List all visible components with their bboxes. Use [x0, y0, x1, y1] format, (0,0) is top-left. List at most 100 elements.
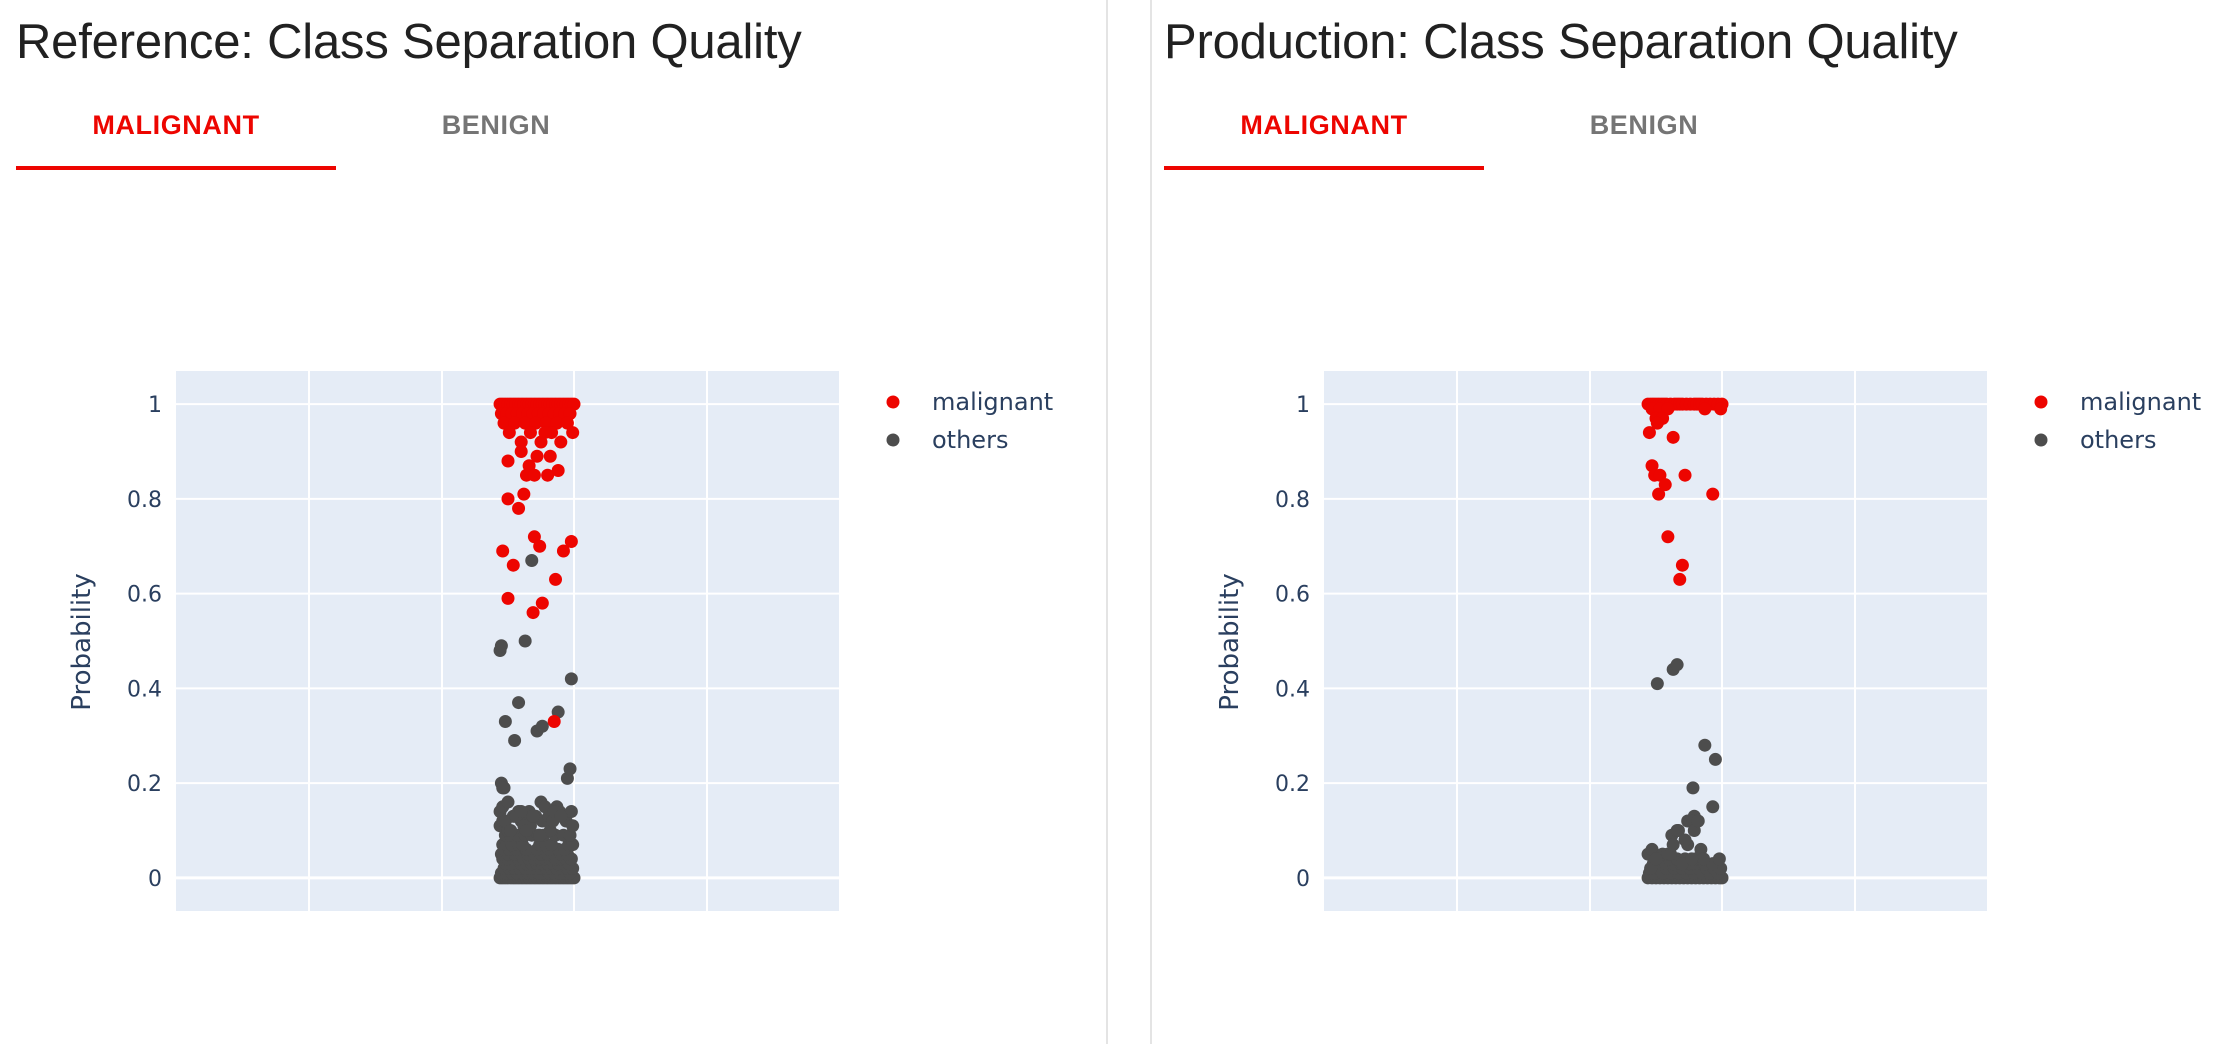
y-tick-label: 0 — [148, 867, 162, 892]
legend-marker-others — [2034, 433, 2048, 447]
data-point-malignant — [1661, 402, 1675, 416]
data-point-malignant — [564, 535, 578, 549]
data-point-malignant — [1666, 430, 1680, 444]
y-tick-label: 0.6 — [127, 583, 162, 608]
panel-title: Production: Class Separation Quality — [1164, 15, 1958, 69]
data-point-malignant — [1678, 468, 1692, 482]
data-point-malignant — [533, 539, 547, 553]
data-point-malignant — [1714, 402, 1728, 416]
legend-label-malignant[interactable]: malignant — [932, 388, 1053, 416]
data-point-malignant — [538, 426, 552, 440]
plot-background — [1324, 371, 1987, 911]
data-point-malignant — [1673, 572, 1687, 586]
data-point-malignant — [514, 445, 528, 459]
production-panel: Production: Class Separation Quality MAL… — [1148, 0, 2220, 1044]
legend-marker-malignant — [886, 395, 900, 409]
data-point-malignant — [518, 416, 532, 430]
data-point-others — [566, 819, 580, 833]
data-point-malignant — [512, 501, 526, 515]
tab-benign[interactable]: BENIGN — [441, 110, 551, 140]
tab-malignant[interactable]: MALIGNANT — [1164, 104, 1484, 170]
data-point-others — [1670, 658, 1684, 672]
data-point-malignant — [501, 454, 515, 468]
data-point-malignant — [506, 558, 520, 572]
data-point-malignant — [541, 468, 555, 482]
tab-malignant[interactable]: MALIGNANT — [16, 104, 336, 170]
data-point-others — [564, 672, 578, 686]
panel-divider — [1150, 0, 1152, 1044]
legend[interactable]: malignant others — [2034, 388, 2202, 454]
data-point-others — [1691, 814, 1705, 828]
data-point-others — [554, 809, 568, 823]
data-point-others — [1697, 852, 1711, 866]
data-point-malignant — [1675, 558, 1689, 572]
data-point-malignant — [549, 572, 563, 586]
data-point-malignant — [502, 426, 516, 440]
legend-label-others[interactable]: others — [932, 426, 1008, 454]
data-point-malignant — [550, 416, 564, 430]
scatter-plot: 0 0.2 0.4 0.6 0.8 1 Probability malignant oth… — [1215, 371, 2202, 911]
data-point-others — [563, 762, 577, 776]
y-tick-label: 0.8 — [127, 488, 162, 513]
data-point-malignant — [543, 449, 557, 463]
data-point-others — [1649, 852, 1663, 866]
data-point-malignant — [501, 492, 515, 506]
data-point-others — [494, 639, 508, 653]
data-point-malignant — [1706, 487, 1720, 501]
data-point-malignant — [497, 416, 511, 430]
y-tick-label: 0.8 — [1275, 488, 1310, 513]
data-point-others — [1678, 833, 1692, 847]
y-tick-label: 0 — [1296, 867, 1310, 892]
data-point-malignant — [1653, 468, 1667, 482]
data-point-others — [508, 733, 522, 747]
data-point-malignant — [1698, 402, 1712, 416]
y-tick-label: 1 — [148, 393, 162, 418]
data-point-malignant — [554, 435, 568, 449]
legend-label-malignant[interactable]: malignant — [2080, 388, 2201, 416]
data-point-others — [533, 828, 547, 842]
data-point-others — [496, 781, 510, 795]
data-point-others — [535, 719, 549, 733]
data-point-others — [1650, 677, 1664, 691]
data-point-others — [525, 553, 539, 567]
data-point-malignant — [1650, 416, 1664, 430]
y-tick-label: 0.4 — [1275, 677, 1310, 702]
reference-panel: Reference: Class Separation Quality MALI… — [0, 0, 1080, 1044]
y-axis-label: Probability — [67, 573, 97, 710]
legend[interactable]: malignant others — [886, 388, 1054, 454]
data-point-malignant — [527, 468, 541, 482]
data-point-malignant — [560, 416, 574, 430]
scatter-plot: 0 0.2 0.4 0.6 0.8 1 Probability malignant oth… — [67, 371, 1054, 911]
data-point-others — [504, 823, 518, 837]
data-point-malignant — [539, 416, 553, 430]
data-point-malignant — [523, 426, 537, 440]
data-point-malignant — [496, 544, 510, 558]
data-point-malignant — [1661, 530, 1675, 544]
data-point-others — [1708, 752, 1722, 766]
panel-divider — [1106, 0, 1108, 1044]
data-point-malignant — [535, 596, 549, 610]
data-point-others — [518, 634, 532, 648]
y-tick-label: 0.6 — [1275, 583, 1310, 608]
data-point-malignant — [527, 530, 541, 544]
legend-marker-malignant — [2034, 395, 2048, 409]
data-point-others — [1644, 861, 1658, 875]
data-point-malignant — [529, 416, 543, 430]
data-point-others — [1666, 838, 1680, 852]
data-point-malignant — [556, 544, 570, 558]
y-tick-label: 0.2 — [127, 772, 162, 797]
data-point-others — [1671, 823, 1685, 837]
plot-area: 0 0.2 0.4 0.6 0.8 1 — [1275, 371, 1987, 911]
data-point-others — [512, 696, 526, 710]
data-point-malignant — [508, 416, 522, 430]
data-point-others — [514, 805, 528, 819]
tab-benign[interactable]: BENIGN — [1589, 110, 1699, 140]
y-tick-label: 0.2 — [1275, 772, 1310, 797]
data-point-others — [498, 814, 512, 828]
data-point-others — [498, 715, 512, 729]
data-point-malignant — [517, 487, 531, 501]
plot-area: 0 0.2 0.4 0.6 0.8 1 — [127, 371, 839, 911]
data-point-malignant — [566, 426, 580, 440]
legend-label-others[interactable]: others — [2080, 426, 2156, 454]
data-point-others — [1698, 738, 1712, 752]
